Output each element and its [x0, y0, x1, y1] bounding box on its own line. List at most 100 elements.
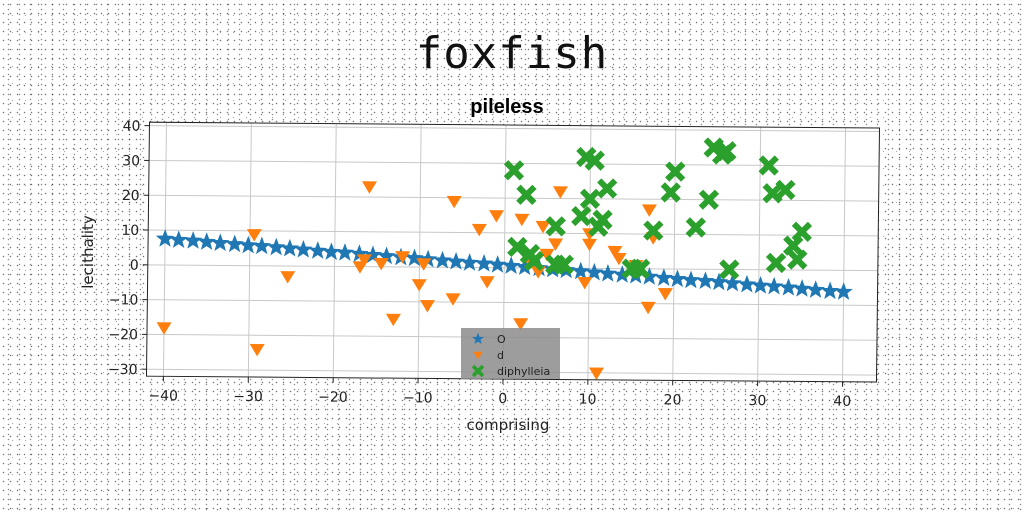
- legend-marker: [471, 364, 485, 378]
- figure-title: foxfish: [415, 28, 609, 79]
- data-point: [395, 251, 411, 264]
- data-point: [571, 205, 592, 227]
- data-point: [665, 161, 686, 182]
- data-point: [779, 277, 798, 296]
- data-point: [654, 268, 674, 286]
- data-point: [584, 150, 605, 171]
- data-marks: [155, 137, 853, 380]
- data-point: [598, 264, 618, 282]
- plot-frame: [145, 121, 881, 383]
- data-point: [445, 293, 461, 306]
- data-point: [530, 266, 546, 279]
- x-tick-label: −20: [318, 390, 348, 406]
- x-tick-label: 0: [498, 391, 507, 407]
- data-point: [762, 183, 783, 204]
- data-point: [553, 254, 574, 275]
- data-point: [641, 204, 657, 217]
- data-point: [197, 232, 216, 250]
- y-tick-label: −30: [108, 362, 138, 378]
- data-point: [698, 189, 720, 210]
- data-point: [685, 217, 706, 238]
- data-point: [294, 240, 313, 258]
- data-point: [607, 245, 623, 259]
- data-point: [280, 271, 296, 284]
- data-point: [471, 223, 487, 237]
- data-point: [416, 258, 432, 271]
- data-point: [474, 253, 494, 272]
- y-grid-line: [149, 159, 880, 167]
- y-grid-line: [149, 125, 880, 133]
- data-point: [488, 255, 507, 273]
- y-grid-line: [147, 299, 878, 306]
- data-point: [787, 249, 808, 270]
- grid-lines: [146, 122, 880, 382]
- legend: Od diphylleia: [461, 328, 560, 379]
- data-point: [156, 322, 172, 335]
- data-point: [539, 248, 555, 262]
- data-point: [723, 273, 742, 292]
- data-point: [582, 238, 598, 252]
- data-point: [169, 230, 188, 248]
- data-point: [592, 209, 613, 230]
- data-point: [791, 221, 813, 242]
- data-point: [716, 140, 737, 162]
- data-point: [356, 254, 372, 267]
- data-point: [552, 186, 568, 199]
- data-point: [501, 256, 521, 274]
- series-diphylleia: [503, 137, 813, 280]
- data-point: [548, 238, 564, 251]
- data-point: [225, 234, 244, 253]
- chart-title: pileless: [470, 96, 543, 118]
- x-grid-line: [757, 127, 762, 382]
- data-point: [660, 182, 681, 203]
- data-point: [446, 195, 462, 209]
- data-point: [183, 231, 203, 249]
- y-grid-line: [148, 229, 879, 237]
- data-point: [446, 252, 466, 270]
- data-point: [373, 257, 389, 271]
- y-tick-label: 40: [123, 118, 141, 134]
- data-point: [834, 282, 853, 300]
- data-point: [588, 367, 604, 380]
- data-point: [611, 252, 627, 266]
- y-tick-label: 0: [130, 258, 139, 274]
- x-grid-line: [417, 124, 422, 379]
- data-point: [806, 280, 825, 298]
- legend-label: O: [497, 333, 506, 346]
- data-point: [352, 261, 368, 274]
- data-point: [523, 250, 545, 272]
- data-point: [507, 236, 528, 258]
- axis-ticks: −40 −30 −20 −10 0 10 20 30 40 −30 −20 −10 0 10 20 30 40: [108, 118, 851, 410]
- data-point: [640, 301, 656, 315]
- data-point: [783, 235, 804, 256]
- data-point: [514, 213, 530, 227]
- data-point: [765, 252, 787, 274]
- data-point: [211, 233, 230, 252]
- data-point: [719, 259, 740, 280]
- data-point: [585, 262, 604, 281]
- data-point: [335, 243, 355, 261]
- data-point: [322, 242, 341, 260]
- x-axis-label: comprising: [467, 416, 550, 434]
- y-tick-label: −10: [109, 292, 139, 308]
- data-point: [596, 178, 618, 199]
- legend-marker: [473, 351, 483, 360]
- series-O: [155, 229, 853, 300]
- data-point: [792, 279, 812, 297]
- y-axis-label: lecithality: [79, 215, 97, 289]
- data-point: [503, 160, 525, 181]
- plot-area: −40 −30 −20 −10 0 10 20 30 40 −30 −20 −10 0 10 20 30 40: [108, 118, 881, 410]
- y-tick-label: −20: [108, 327, 138, 343]
- data-point: [266, 237, 286, 256]
- x-tick-label: 10: [579, 392, 597, 408]
- data-point: [362, 181, 378, 194]
- data-point: [579, 188, 601, 209]
- data-point: [681, 270, 701, 289]
- data-point: [280, 238, 300, 257]
- data-point: [246, 229, 262, 242]
- y-tick-label: 30: [122, 153, 140, 169]
- x-tick-label: 40: [833, 394, 851, 410]
- data-point: [758, 155, 779, 176]
- data-point: [405, 248, 424, 267]
